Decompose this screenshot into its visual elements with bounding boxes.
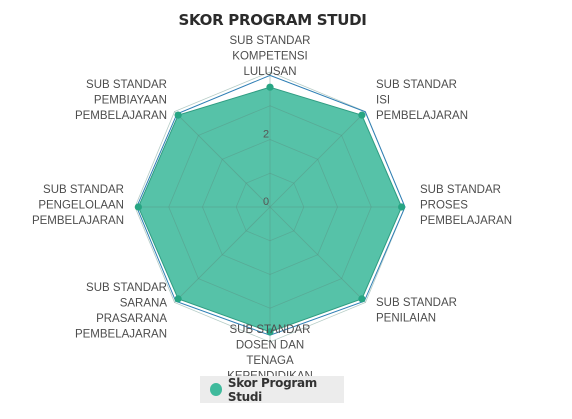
- data-point: [266, 83, 274, 91]
- chart-title: SKOR PROGRAM STUDI: [178, 11, 367, 29]
- axis-category-label: SUB STANDAR ISI PEMBELAJARAN: [376, 79, 468, 122]
- grid-spoke: [269, 111, 366, 208]
- axis-category-label: SUB STANDAR PROSES PEMBELAJARAN: [420, 184, 512, 227]
- grid-spoke: [174, 111, 271, 208]
- data-point: [358, 295, 366, 303]
- data-point: [266, 328, 274, 336]
- axis-category-label: SUB STANDAR SARANA PRASARANA PEMBELAJARAN: [75, 282, 167, 341]
- data-point: [134, 203, 142, 211]
- data-point: [358, 111, 366, 119]
- radial-tick-label: 2: [263, 129, 269, 141]
- legend-swatch: [210, 383, 222, 396]
- radial-tick-label: 0: [263, 196, 269, 208]
- data-point: [174, 295, 182, 303]
- data-point: [174, 111, 182, 119]
- grid-spoke: [269, 206, 366, 303]
- legend[interactable]: Skor Program Studi: [200, 375, 344, 404]
- axis-category-label: SUB STANDAR PENGELOLAAN PEMBELAJARAN: [32, 184, 124, 227]
- axis-category-label: SUB STANDAR KOMPETENSI LULUSAN: [230, 35, 311, 78]
- axis-category-label: SUB STANDAR PENILAIAN: [376, 297, 457, 325]
- data-point: [398, 203, 406, 211]
- legend-label: Skor Program Studi: [227, 375, 317, 404]
- axis-category-label: SUB STANDAR PEMBIAYAAN PEMBELAJARAN: [75, 79, 167, 122]
- grid-spoke: [174, 206, 271, 303]
